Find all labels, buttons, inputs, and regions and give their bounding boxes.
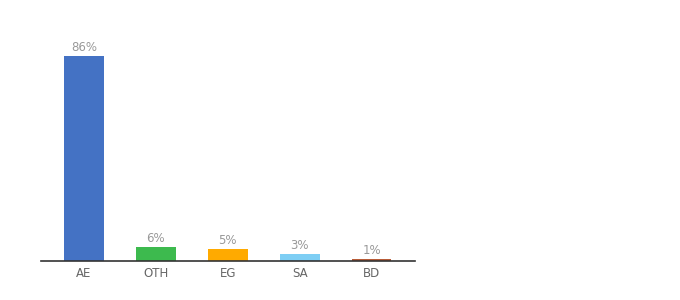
Bar: [136, 247, 175, 261]
Text: 3%: 3%: [290, 239, 309, 252]
Text: 5%: 5%: [218, 234, 237, 247]
Text: 6%: 6%: [147, 232, 165, 245]
Bar: [64, 56, 104, 261]
Bar: [280, 254, 320, 261]
Text: 86%: 86%: [71, 41, 97, 54]
Bar: [352, 259, 392, 261]
Bar: [208, 249, 248, 261]
Text: 1%: 1%: [362, 244, 381, 257]
